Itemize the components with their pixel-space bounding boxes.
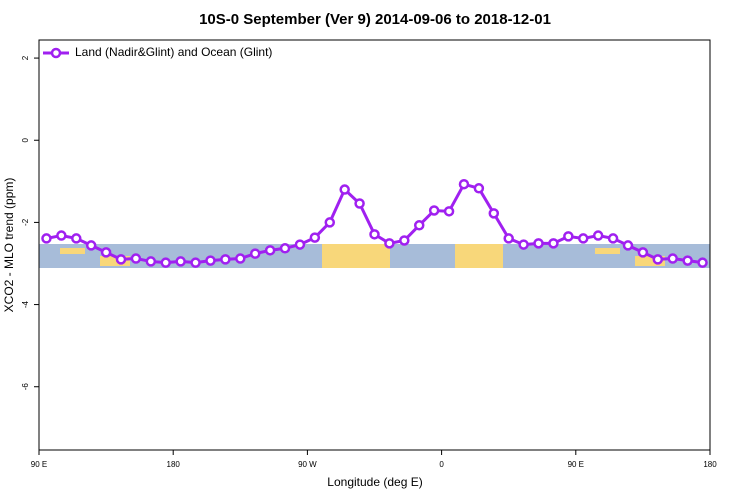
land-south-america bbox=[322, 244, 390, 268]
point bbox=[458, 178, 470, 190]
point bbox=[697, 257, 708, 268]
point bbox=[324, 217, 336, 228]
point bbox=[652, 254, 664, 265]
x-tick-label: 90 W bbox=[298, 460, 317, 469]
point bbox=[503, 233, 514, 244]
point bbox=[384, 238, 395, 249]
point bbox=[518, 239, 529, 250]
point bbox=[309, 232, 321, 243]
point bbox=[413, 220, 425, 231]
x-tick-label: 90 E bbox=[568, 460, 584, 469]
y-tick-label: 0 bbox=[21, 137, 30, 142]
land-islands bbox=[60, 248, 85, 254]
point bbox=[85, 240, 97, 251]
point bbox=[160, 257, 171, 268]
point bbox=[264, 245, 276, 256]
point bbox=[115, 254, 127, 265]
point bbox=[279, 243, 291, 254]
x-tick-label: 180 bbox=[167, 460, 181, 469]
point bbox=[622, 240, 634, 251]
point bbox=[100, 247, 112, 258]
land-africa bbox=[455, 244, 503, 268]
y-tick-label: -6 bbox=[21, 383, 30, 391]
y-tick-label: -2 bbox=[21, 218, 30, 226]
point bbox=[71, 233, 82, 244]
y-tick-label: -4 bbox=[21, 300, 30, 308]
point bbox=[205, 255, 216, 266]
point bbox=[563, 231, 574, 242]
plot-frame bbox=[38, 39, 711, 451]
point bbox=[294, 239, 306, 250]
point bbox=[354, 198, 365, 209]
point bbox=[130, 253, 142, 264]
point bbox=[235, 253, 246, 264]
legend-label: Land (Nadir&Glint) and Ocean (Glint) bbox=[75, 45, 272, 59]
point bbox=[548, 238, 559, 249]
point bbox=[637, 247, 649, 258]
point bbox=[533, 238, 544, 249]
point bbox=[339, 184, 350, 195]
y-axis-label: XCO2 - MLO trend (ppm) bbox=[2, 178, 16, 313]
land-islands bbox=[595, 248, 620, 254]
point bbox=[220, 254, 231, 265]
point bbox=[249, 248, 261, 259]
point bbox=[473, 183, 485, 194]
chart-title: 10S-0 September (Ver 9) 2014-09-06 to 20… bbox=[199, 11, 551, 28]
point bbox=[592, 230, 604, 241]
point bbox=[369, 229, 380, 240]
point bbox=[190, 257, 201, 268]
point bbox=[443, 206, 455, 217]
x-tick-label: 90 E bbox=[31, 460, 47, 469]
y-tick-label: 2 bbox=[21, 55, 30, 60]
point bbox=[41, 233, 52, 244]
legend-marker bbox=[50, 47, 62, 59]
point bbox=[56, 230, 67, 241]
point bbox=[145, 256, 157, 267]
land-australia bbox=[635, 256, 665, 266]
x-axis-label: Longitude (deg E) bbox=[327, 475, 422, 489]
point bbox=[667, 253, 678, 264]
point bbox=[399, 235, 410, 246]
point bbox=[578, 233, 589, 244]
point bbox=[682, 255, 693, 266]
point bbox=[488, 208, 500, 219]
point bbox=[175, 256, 186, 267]
x-tick-label: 0 bbox=[439, 460, 444, 469]
point bbox=[428, 205, 440, 216]
x-tick-label: 180 bbox=[703, 460, 717, 469]
point bbox=[607, 233, 619, 244]
land-australia bbox=[100, 256, 130, 266]
